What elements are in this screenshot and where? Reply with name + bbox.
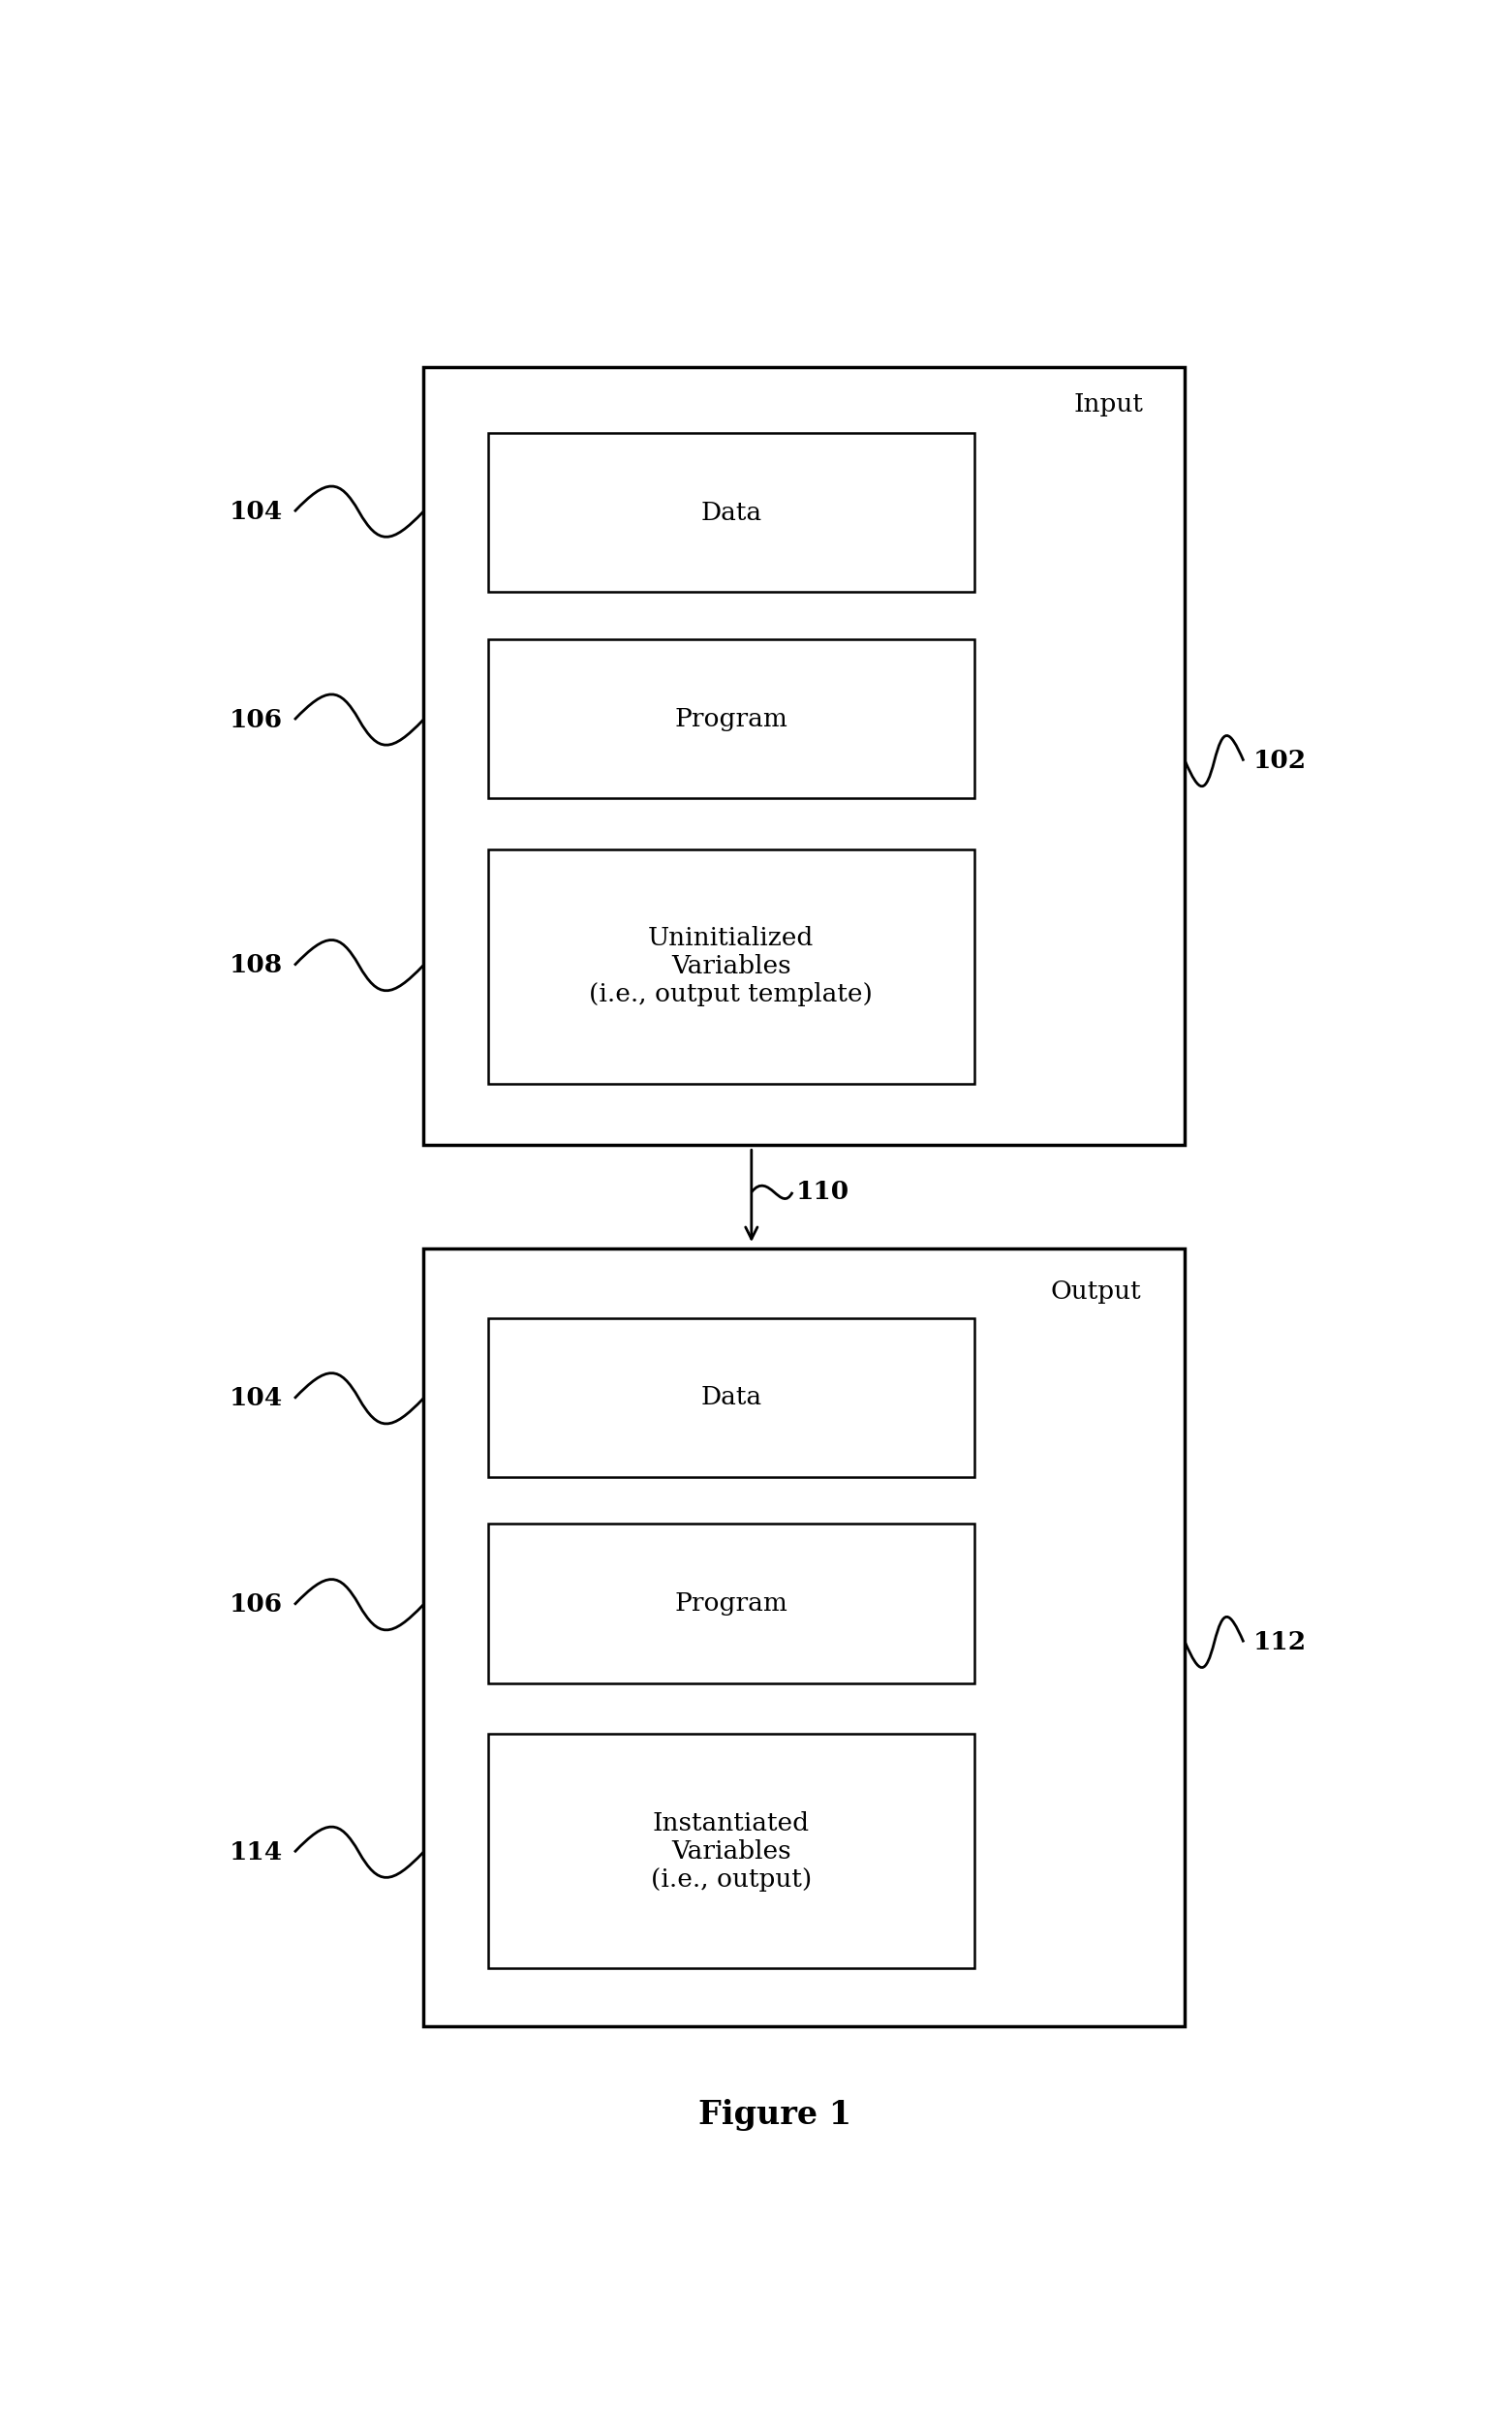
Bar <box>488 1317 974 1478</box>
Text: 104: 104 <box>230 499 283 524</box>
Text: Program: Program <box>674 1592 788 1617</box>
Text: 112: 112 <box>1253 1629 1306 1653</box>
Text: 102: 102 <box>1253 750 1306 772</box>
Text: Program: Program <box>674 706 788 730</box>
Text: Figure 1: Figure 1 <box>699 2099 851 2131</box>
Bar <box>423 368 1185 1144</box>
Text: 104: 104 <box>230 1386 283 1410</box>
Text: 114: 114 <box>230 1841 283 1865</box>
Text: 110: 110 <box>795 1181 850 1205</box>
Text: Output: Output <box>1051 1278 1142 1303</box>
Bar <box>488 850 974 1084</box>
Text: 106: 106 <box>230 1592 283 1617</box>
Text: 106: 106 <box>230 709 283 733</box>
Bar <box>488 1734 974 1967</box>
Text: Instantiated
Variables
(i.e., output): Instantiated Variables (i.e., output) <box>650 1812 812 1892</box>
Text: Input: Input <box>1074 392 1143 416</box>
Text: Uninitialized
Variables
(i.e., output template): Uninitialized Variables (i.e., output te… <box>590 925 872 1006</box>
Bar <box>423 1249 1185 2026</box>
Bar <box>488 638 974 799</box>
Bar <box>488 1524 974 1683</box>
Text: 108: 108 <box>230 952 283 976</box>
Text: Data: Data <box>700 502 762 524</box>
Bar <box>488 433 974 592</box>
Text: Data: Data <box>700 1386 762 1410</box>
